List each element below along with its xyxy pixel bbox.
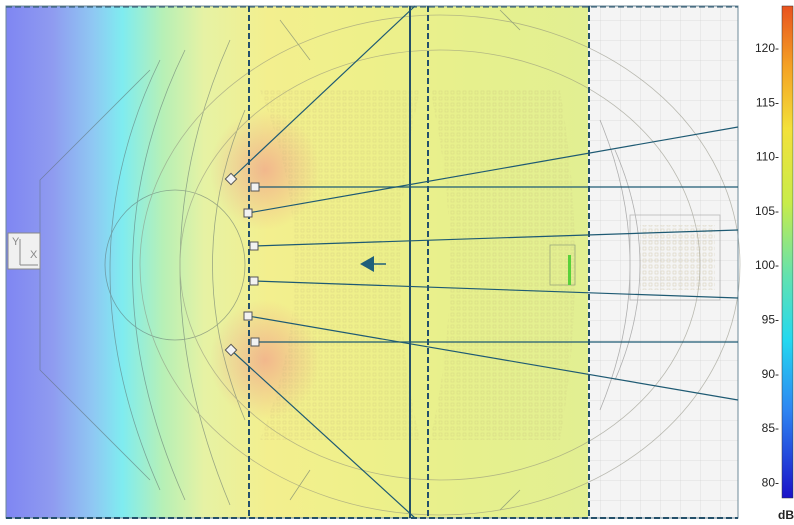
colorbar-tick-label: 115-	[756, 95, 779, 109]
colorbar-ticks: 120- 115- 110- 105- 100- 95- 90- 85- 80-	[755, 41, 779, 489]
speaker-marker-icon[interactable]	[224, 343, 238, 357]
colorbar-tick-label: 95-	[762, 313, 779, 327]
speaker-marker-icon[interactable]	[224, 172, 238, 186]
speaker-marker-icon[interactable]	[243, 311, 253, 321]
arrow-left-icon[interactable]	[360, 256, 386, 272]
colorbar	[781, 5, 794, 499]
speaker-rays	[230, 5, 739, 519]
axis-y-label: Y	[12, 236, 20, 248]
colorbar-tick-label: 90-	[762, 367, 779, 381]
colorbar-tick-label: 100-	[755, 258, 779, 272]
seating-block	[260, 90, 575, 440]
colorbar-tick-label: 85-	[762, 421, 779, 435]
axis-widget[interactable]: Y X	[7, 232, 41, 270]
speaker-marker-icon[interactable]	[250, 337, 260, 347]
speaker-marker-icon[interactable]	[250, 182, 260, 192]
speaker-marker-icon[interactable]	[249, 276, 259, 286]
speaker-marker-icon[interactable]	[249, 241, 259, 251]
colorbar-tick-label: 105-	[755, 204, 779, 218]
colorbar-tick-label: 120-	[755, 41, 779, 55]
colorbar-tick-label: 80-	[762, 475, 779, 489]
zone-boundaries	[5, 5, 739, 519]
colorbar-unit: dB	[778, 508, 794, 522]
colorbar-tick-label: 110-	[756, 150, 779, 164]
speaker-markers[interactable]	[224, 172, 260, 357]
axis-x-label: X	[30, 249, 38, 261]
speaker-marker-icon[interactable]	[243, 208, 253, 218]
